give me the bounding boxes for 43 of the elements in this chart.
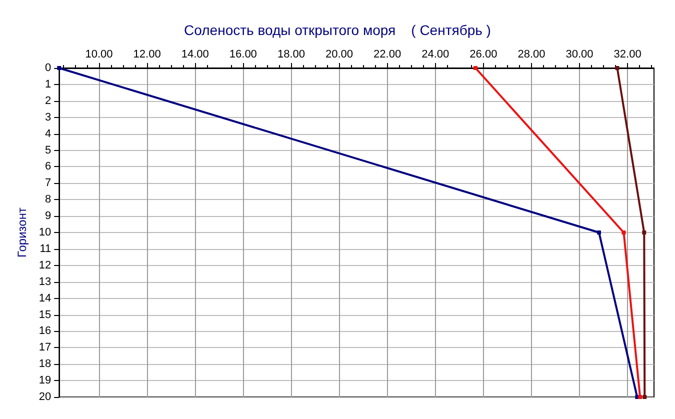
y-tick-label: 1 — [45, 78, 52, 90]
y-axis-title: Горизонт — [15, 207, 29, 258]
y-tick-label: 14 — [38, 292, 52, 304]
y-tick-label: 11 — [40, 242, 52, 255]
y-tick-label: 0 — [45, 62, 52, 74]
x-tick-label: 12.00 — [133, 48, 161, 60]
x-tick-label: 16.00 — [229, 48, 257, 60]
x-tick-label: 10.00 — [85, 48, 113, 60]
x-tick-label: 22.00 — [374, 48, 402, 60]
y-tick-label: 8 — [45, 194, 52, 206]
y-tick-label: 9 — [45, 210, 52, 222]
y-tick-label: 18 — [38, 358, 52, 370]
point — [638, 395, 642, 399]
y-tick-label: 12 — [38, 259, 52, 272]
y-tick-label: 3 — [45, 111, 52, 124]
y-tick-label: 19 — [38, 374, 52, 387]
y-tick-label: 15 — [38, 308, 52, 321]
x-tick-label: 26.00 — [470, 48, 498, 60]
y-tick-label: 20 — [38, 391, 52, 403]
point — [596, 230, 601, 234]
y-tick-label: 4 — [45, 128, 52, 140]
point — [642, 230, 646, 234]
x-tick-label: 18.00 — [277, 48, 305, 60]
y-tick-label: 17 — [38, 342, 52, 354]
point — [615, 66, 620, 70]
y-tick-label: 16 — [38, 325, 52, 338]
y-tick-label: 13 — [38, 276, 52, 288]
y-tick-label: 10 — [38, 226, 52, 238]
y-tick-label: 2 — [45, 94, 52, 107]
chart-title: Соленость воды открытого моря ( Сентябрь ) — [184, 22, 491, 38]
x-tick-label: 14.00 — [181, 48, 209, 60]
x-tick-label: 20.00 — [326, 48, 354, 60]
y-tick-label: 5 — [45, 144, 52, 156]
x-tick-label: 24.00 — [422, 48, 450, 60]
x-tick-label: 32.00 — [614, 48, 642, 60]
y-tick-label: 6 — [45, 160, 52, 173]
x-tick-label: 30.00 — [566, 48, 594, 60]
x-tick-label: 28.00 — [518, 48, 546, 60]
point — [57, 66, 62, 70]
point — [622, 230, 626, 234]
y-tick-label: 7 — [45, 177, 52, 190]
point — [642, 395, 647, 399]
point — [473, 66, 478, 70]
